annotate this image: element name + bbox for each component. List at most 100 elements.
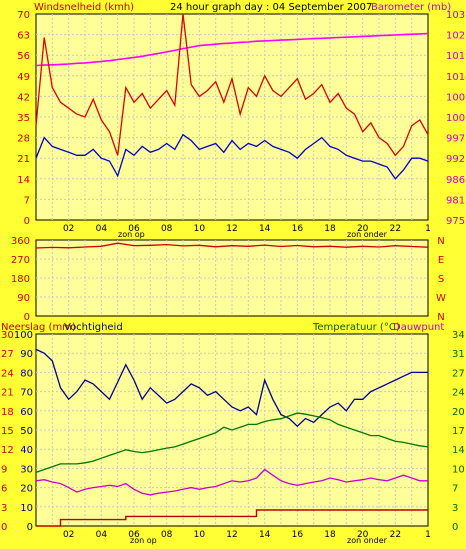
sunrise-label-bottom: zon op [130,536,157,545]
rain-y-tick: 18 [1,407,14,418]
rain-y-tick: 9 [1,464,7,475]
wind-y-tick: 7 [24,195,30,206]
x-tick-label: 10 [194,224,206,234]
barometer-axis-label: Barometer (mb) [371,2,451,13]
rain-y-tick: 21 [1,388,14,399]
rain-y-tick: 0 [1,522,7,533]
temperature-y-tick: 24 [452,388,465,399]
direction-y-tick: 0 [24,312,30,323]
direction-panel-grid [36,240,428,316]
wind-y-tick: 42 [17,92,30,103]
temperature-axis-label: Temperatuur (°C) [312,322,400,333]
x-tick-label: 14 [259,530,271,540]
x-tick-label: 12 [226,530,237,540]
x-tick-label: 06 [128,530,140,540]
x-tick-label: 1 [425,224,431,234]
sunset-label: zon onder [347,230,388,239]
x-tick-label: 08 [161,530,173,540]
x-tick-label: 1 [425,530,431,540]
direction-y-tick: 90 [17,293,30,304]
wind-y-tick: 56 [17,51,30,62]
wind-panel-x-labels: 02 04 06 08 10 12 14 16 18 20 22 1 [63,224,431,234]
barometer-y-tick: 997 [446,134,465,145]
wind-panel-lines [35,13,429,180]
humidity-y-tick: 0 [27,522,33,533]
x-tick-label: 16 [292,224,304,234]
barometer-y-tick: 981 [446,195,465,206]
wind-y-tick: 14 [17,175,30,186]
temp-humidity-panel-y-labels: 0102030405060708090100036912151821242730… [1,330,465,533]
x-tick-label: 02 [63,530,74,540]
temp-humidity-panel-x-labels: 02 04 06 08 10 12 14 16 18 20 22 1 [63,530,431,540]
compass-tick: E [438,255,444,266]
temperature-y-tick: 10 [452,464,465,475]
barometer-y-tick: 1019 [446,51,466,62]
temperature-line [35,412,429,474]
temperature-y-tick: 31 [452,349,465,360]
wind-gust-line [35,13,429,157]
wind-direction-line [35,242,429,249]
compass-tick: N [437,236,444,247]
wind-average-line [35,133,429,180]
barometer-y-tick: 975 [446,216,465,227]
rain-y-tick: 6 [1,484,7,495]
wind-panel-y-labels: 0 7 14 21 28 35 42 49 56 63 70 975 981 986 992 997 1003 1… [17,10,466,227]
x-tick-label: 14 [259,224,271,234]
humidity-y-tick: 10 [20,503,33,514]
barometer-y-tick: 992 [446,154,465,165]
rain-line [36,509,428,527]
temperature-y-tick: 3 [452,503,458,514]
humidity-y-tick: 30 [20,464,33,475]
temperature-y-tick: 14 [452,445,465,456]
humidity-line [35,348,428,428]
x-tick-label: 22 [390,224,401,234]
direction-panel-lines [35,242,429,249]
humidity-y-tick: 60 [20,407,33,418]
wind-y-tick: 63 [17,31,30,42]
x-tick-label: 18 [324,224,336,234]
x-tick-label: 18 [324,530,336,540]
rain-y-tick: 3 [1,503,7,514]
x-tick-label: 12 [226,224,237,234]
temperature-y-tick: 20 [452,407,465,418]
rain-axis-label: Neerslag (mm) [1,322,76,333]
barometer-line [35,32,429,67]
humidity-y-tick: 40 [20,445,33,456]
direction-y-tick: 270 [11,255,30,266]
humidity-axis-label: Vochtigheid [64,322,123,333]
humidity-y-tick: 80 [20,368,33,379]
temperature-y-tick: 0 [452,522,458,533]
x-tick-label: 02 [63,224,74,234]
x-tick-label: 08 [161,224,173,234]
rain-y-tick: 12 [1,445,14,456]
sunset-label-bottom: zon onder [347,536,388,545]
wind-y-tick: 21 [17,154,30,165]
humidity-y-tick: 70 [20,388,33,399]
chart-title: 24 hour graph day : 04 September 2007 [170,2,372,13]
x-tick-label: 20 [357,224,369,234]
wind-y-tick: 0 [24,216,30,227]
barometer-y-tick: 1008 [446,92,466,103]
x-tick-label: 20 [357,530,369,540]
x-tick-label: 04 [96,530,108,540]
x-tick-label: 04 [96,224,108,234]
humidity-y-tick: 20 [20,484,33,495]
humidity-y-tick: 100 [14,330,33,341]
temp-humidity-panel-grid [36,334,428,526]
temperature-y-tick: 34 [452,330,465,341]
humidity-y-tick: 90 [20,349,33,360]
temperature-y-tick: 7 [452,484,458,495]
rain-y-tick: 24 [1,368,14,379]
barometer-y-tick: 986 [446,175,465,186]
temperature-y-tick: 17 [452,426,465,437]
compass-tick: S [438,274,444,285]
wind-y-tick: 49 [17,72,30,83]
wind-y-tick: 28 [17,134,30,145]
dewpoint-line [35,468,428,496]
rain-y-tick: 15 [1,426,14,437]
compass-tick: W [436,293,446,304]
